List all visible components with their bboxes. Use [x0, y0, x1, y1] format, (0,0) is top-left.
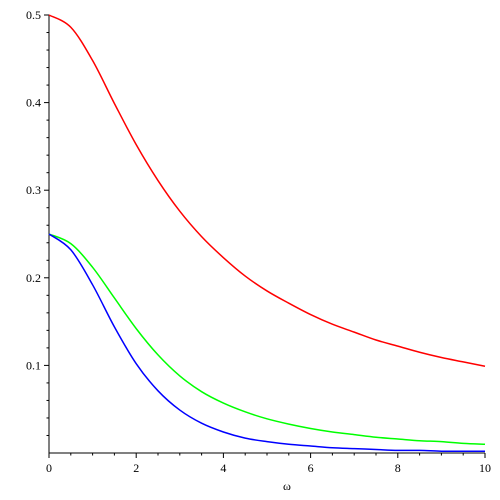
series-line-2 — [48, 233, 486, 445]
x-axis-ticks: 0 2 4 6 8 10 — [46, 453, 491, 475]
x-tick-label: 0 — [46, 461, 52, 475]
y-tick-label: 0.4 — [26, 96, 41, 110]
x-axis-label: ω — [283, 479, 291, 493]
x-tick-label: 10 — [479, 461, 491, 475]
x-tick-label: 6 — [308, 461, 314, 475]
y-tick-label: 0.1 — [26, 358, 41, 372]
series-line-1 — [48, 14, 486, 368]
y-tick-label: 0.3 — [26, 183, 41, 197]
x-tick-label: 4 — [220, 461, 226, 475]
y-tick-label: 0.5 — [26, 8, 41, 22]
y-axis-ticks: 0.1 0.2 0.3 0.4 0.5 — [26, 8, 49, 436]
y-tick-label: 0.2 — [26, 271, 41, 285]
series-group — [48, 14, 486, 453]
x-tick-label: 2 — [133, 461, 139, 475]
x-tick-label: 8 — [395, 461, 401, 475]
series-line-3 — [48, 233, 486, 453]
